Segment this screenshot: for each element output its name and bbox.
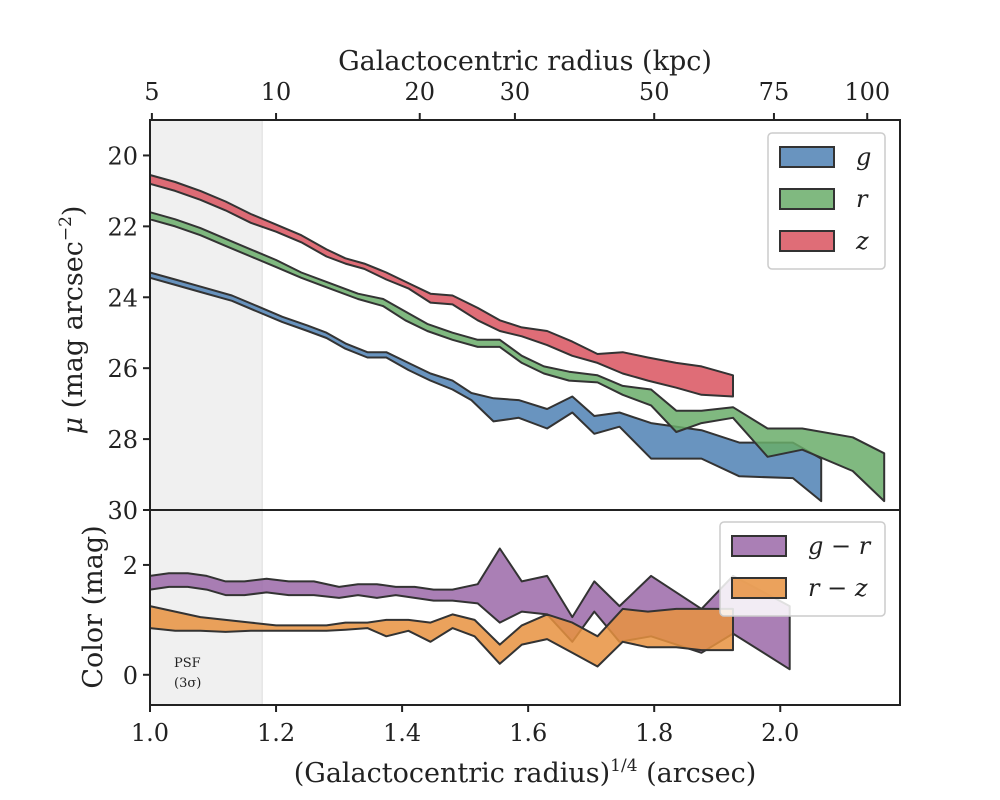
band-rz xyxy=(149,605,734,668)
top-axis-label: Galactocentric radius (kpc) xyxy=(338,46,712,77)
legend-label: g − r xyxy=(808,532,872,560)
y-axis-label-rest: (mag arcsec xyxy=(58,241,89,417)
x-axis-label-main: (Galactocentric radius) xyxy=(294,758,610,789)
y-tick-label: 2 xyxy=(123,552,138,580)
x-tick-label: 1.8 xyxy=(635,719,673,747)
legend-label: z xyxy=(855,227,869,255)
bottom-panel-frame xyxy=(149,509,901,706)
y-axis-label-bottom: Color (mag) xyxy=(78,525,109,688)
legend-swatch xyxy=(779,188,835,210)
x-tick-label: 1.0 xyxy=(131,719,169,747)
psf-region-bottom xyxy=(149,509,263,706)
x-axis-label-unit: (arcsec) xyxy=(638,758,757,789)
top-y-ticks: 20 22 24 26 28 30 xyxy=(107,142,150,525)
y-tick-label: 20 xyxy=(107,142,138,170)
legend-swatch xyxy=(779,146,835,168)
legend-swatch xyxy=(779,230,835,252)
kpc-axis-ticks: 5 10 20 30 50 75 100 xyxy=(144,78,890,120)
y-axis-label-top: μ (mag arcsec−2) xyxy=(56,206,89,435)
top-legend: grz xyxy=(767,132,886,270)
x-axis-label: (Galactocentric radius)1/4 (arcsec) xyxy=(294,756,757,789)
x-tick-label: 1.4 xyxy=(383,719,421,747)
legend-label: r − z xyxy=(808,574,868,602)
surface-brightness-panel: 20 22 24 26 28 30 5 10 20 30 50 75 100 grz xyxy=(107,78,901,525)
y-tick-label: 0 xyxy=(123,662,138,690)
color-bands xyxy=(149,547,791,671)
legend-swatch xyxy=(731,535,787,557)
y-axis-label-close: ) xyxy=(58,206,89,217)
x-axis-label-exponent: 1/4 xyxy=(610,756,637,776)
bottom-x-ticks: 1.0 1.2 1.4 1.6 1.8 2.0 xyxy=(131,705,799,747)
psf-annotation-label: PSF xyxy=(174,656,201,671)
psf-region-top xyxy=(149,119,263,511)
y-tick-label: 30 xyxy=(107,497,138,525)
legend-swatch xyxy=(731,577,787,599)
y-tick-label: 24 xyxy=(107,284,138,312)
kpc-tick-label: 20 xyxy=(404,78,435,106)
kpc-tick-label: 100 xyxy=(844,78,890,106)
legend-label: g xyxy=(856,143,871,171)
kpc-tick-label: 75 xyxy=(759,78,790,106)
y-axis-label-mu: μ xyxy=(58,417,89,435)
x-tick-label: 2.0 xyxy=(761,719,799,747)
x-tick-label: 1.2 xyxy=(257,719,295,747)
y-axis-label-exponent: −2 xyxy=(56,216,76,241)
bottom-legend: g − r r − z xyxy=(719,521,886,617)
legend-label: r xyxy=(856,185,869,213)
psf-annotation-sigma: (3σ) xyxy=(174,676,201,691)
x-tick-label: 1.6 xyxy=(509,719,547,747)
surface-brightness-bands xyxy=(149,174,886,503)
band-z xyxy=(149,174,734,398)
kpc-tick-label: 30 xyxy=(500,78,531,106)
color-panel: 02 1.0 1.2 1.4 1.6 1.8 2.0 g − rr − z PSF (3σ… xyxy=(123,509,901,747)
y-tick-label: 26 xyxy=(107,355,138,383)
y-tick-label: 22 xyxy=(107,213,138,241)
bottom-y-ticks: 02 xyxy=(123,552,150,690)
kpc-tick-label: 5 xyxy=(144,78,159,106)
kpc-tick-label: 50 xyxy=(639,78,670,106)
kpc-tick-label: 10 xyxy=(261,78,292,106)
y-tick-label: 28 xyxy=(107,426,138,454)
band-r xyxy=(149,211,886,503)
